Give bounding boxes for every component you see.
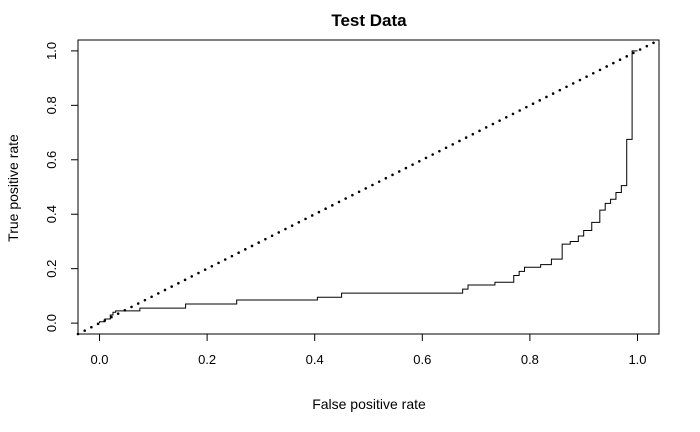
chart-title: Test Data <box>331 11 407 30</box>
x-tick-label: 0.4 <box>306 352 324 367</box>
y-tick-label: 0.8 <box>44 96 59 114</box>
x-tick-label: 0.6 <box>413 352 431 367</box>
series-layer <box>76 38 661 336</box>
y-axis: 0.0 0.2 0.4 0.6 0.8 1.0 <box>44 42 79 332</box>
y-axis-label: True positive rate <box>5 134 21 242</box>
diagonal-reference-line <box>76 38 661 336</box>
x-tick-label: 0.8 <box>521 352 539 367</box>
x-tick-label: 0.2 <box>198 352 216 367</box>
y-tick-label: 0.0 <box>44 314 59 332</box>
x-tick-label: 0.0 <box>90 352 108 367</box>
x-axis: 0.0 0.2 0.4 0.6 0.8 1.0 <box>90 333 647 367</box>
y-tick-label: 1.0 <box>44 42 59 60</box>
x-tick-label: 1.0 <box>628 352 646 367</box>
roc-curve <box>99 50 638 324</box>
y-tick-label: 0.4 <box>44 205 59 223</box>
y-tick-label: 0.2 <box>44 260 59 278</box>
y-tick-label: 0.6 <box>44 151 59 169</box>
x-axis-label: False positive rate <box>312 396 426 412</box>
